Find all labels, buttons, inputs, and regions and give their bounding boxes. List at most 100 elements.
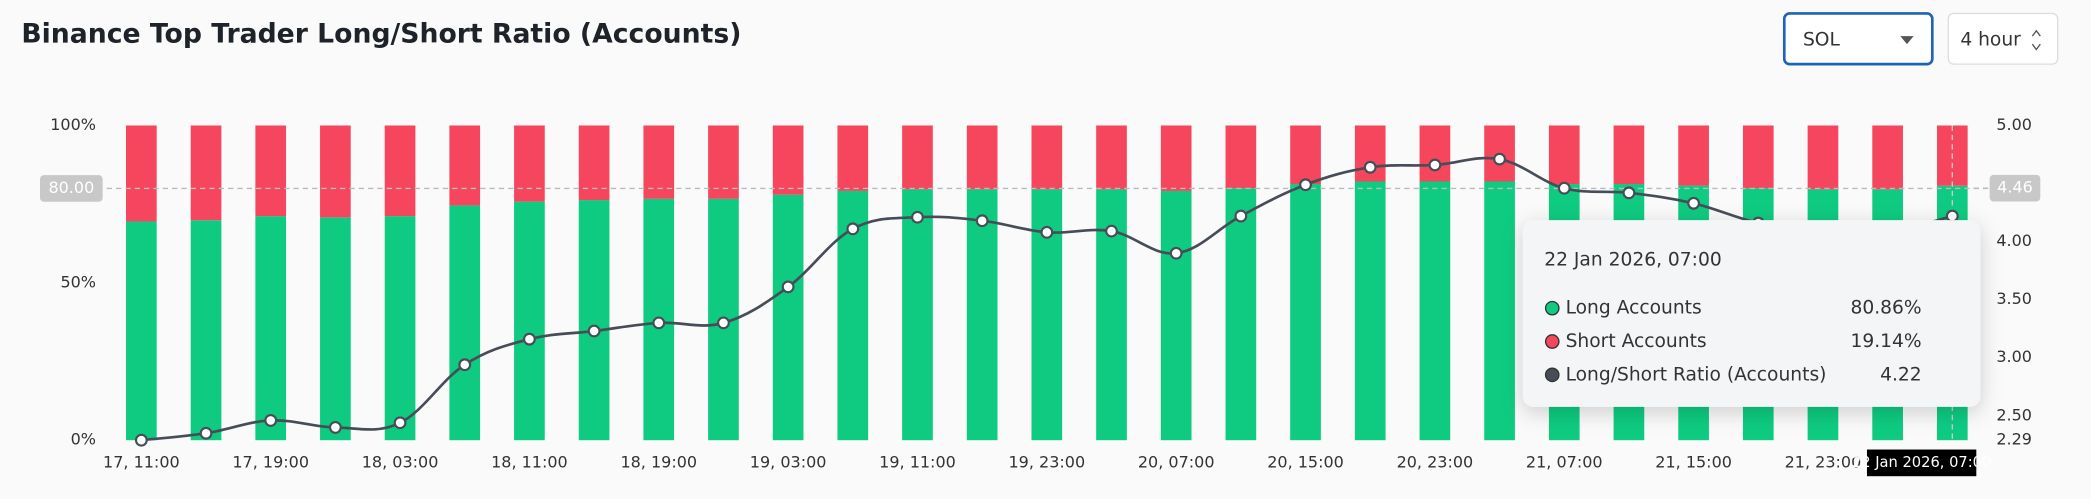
bar-short — [772, 125, 804, 195]
bar-long — [320, 217, 351, 441]
x-tick-label: 20, 07:00 — [1138, 452, 1215, 471]
bar-short — [190, 125, 222, 221]
bar-short — [1678, 125, 1709, 186]
x-tick-highlight — [1866, 449, 1977, 477]
x-tick-label: 19, 03:00 — [750, 452, 827, 471]
ratio-point — [846, 222, 860, 236]
bar-short — [1872, 125, 1903, 190]
bar-short — [708, 125, 739, 199]
y2-tick-label: 2.50 — [1996, 405, 2032, 424]
tooltip-name: Short Accounts — [1566, 331, 1707, 352]
x-tick-label: 19, 11:00 — [879, 452, 956, 471]
symbol-select-text[interactable]: SOL — [1803, 30, 1841, 51]
bar-long — [772, 194, 804, 441]
bar-long — [514, 201, 545, 441]
ratio-point — [458, 358, 472, 372]
ratio-point — [717, 316, 730, 330]
bar-short — [1548, 125, 1580, 185]
interval-caret[interactable] — [2031, 29, 2041, 51]
y2-tick-label: 3.50 — [1996, 289, 2032, 308]
x-tick-label: 18, 19:00 — [620, 452, 697, 471]
y-tick-label: 0% — [71, 430, 96, 449]
ratio-point — [1234, 209, 1248, 223]
bar-long — [190, 220, 222, 441]
x-tick-label: 18, 03:00 — [362, 452, 439, 471]
interval-select-text[interactable]: 4 hour — [1960, 30, 2021, 51]
ratio-point — [1493, 152, 1506, 166]
ratio-point — [1363, 160, 1377, 174]
y2-tick-label: 3.00 — [1996, 347, 2032, 366]
bar-long — [1484, 181, 1515, 441]
ratio-point — [264, 414, 278, 427]
tooltip-dot — [1544, 300, 1560, 316]
bar-short — [643, 125, 675, 199]
ratio-point — [911, 210, 924, 224]
bar-short — [320, 125, 351, 218]
bar-long — [966, 189, 998, 441]
tooltip-dot — [1544, 334, 1560, 349]
ratio-point — [1040, 225, 1054, 239]
ratio-point — [1945, 209, 1959, 223]
bar-short — [1742, 125, 1774, 189]
chart-title: Binance Top Trader Long/Short Ratio (Acc… — [21, 18, 741, 49]
plot: 0% 50% 100% 2.29 2.50 3.00 3.50 4.00 5.00 80.00 4.… — [40, 115, 2041, 477]
ratio-point — [1169, 246, 1183, 260]
ratio-point — [1687, 196, 1701, 210]
bar-long — [384, 216, 416, 441]
bar-short — [126, 125, 157, 222]
ratio-point — [781, 280, 795, 294]
tooltip — [1522, 220, 1981, 407]
x-tick-label: 20, 23:00 — [1397, 452, 1474, 471]
ratio-point — [134, 433, 148, 447]
bar-long — [1419, 181, 1451, 441]
bar-short — [1096, 125, 1127, 190]
bar-short — [449, 125, 481, 206]
bar-short — [966, 125, 998, 190]
x-tick-label: 17, 19:00 — [232, 452, 309, 471]
tooltip-dot — [1544, 367, 1560, 383]
x-tick-label: 21, 23:00 — [1785, 452, 1862, 471]
select-caret[interactable] — [1900, 36, 1914, 45]
bar-long — [578, 200, 610, 441]
interval-select[interactable] — [1947, 12, 2059, 65]
bar-short — [1613, 125, 1645, 185]
ratio-point — [652, 316, 666, 330]
crosshair-label-box — [40, 175, 103, 202]
ratio-point — [1299, 178, 1312, 192]
tooltip-value: 80.86% — [1850, 298, 1921, 319]
bar-short — [255, 125, 287, 217]
ratio-point — [393, 416, 407, 430]
x-tick-label: 21, 15:00 — [1655, 452, 1732, 471]
ratio-point — [1428, 158, 1442, 172]
x-tick-label: 19, 23:00 — [1009, 452, 1086, 471]
crosshair-label: 4.46 — [1997, 178, 2033, 197]
x-tick-label: 20, 15:00 — [1267, 452, 1344, 471]
x-tick-label: 22 Jan 2026, 07:00 — [1852, 454, 1991, 471]
bar-short — [1290, 125, 1321, 185]
ratio-point — [975, 214, 989, 228]
crosshair-label-box — [1989, 174, 2041, 202]
ratio-point — [523, 332, 536, 346]
ratio-point — [1622, 186, 1636, 200]
symbol-select[interactable] — [1782, 12, 1934, 66]
bar-long — [255, 216, 287, 441]
ratio-point — [587, 324, 601, 338]
bar-long — [1225, 188, 1257, 441]
tooltip-name: Long/Short Ratio (Accounts) — [1566, 364, 1827, 385]
bar-long — [1354, 181, 1386, 441]
bar-short — [1807, 125, 1839, 190]
ratio-point — [328, 421, 342, 434]
bar-long — [1160, 190, 1192, 441]
x-tick-label: 17, 11:00 — [103, 452, 180, 471]
bar-short — [1031, 125, 1063, 190]
tooltip-title: 22 Jan 2026, 07:00 — [1544, 250, 1721, 271]
tooltip-value: 19.14% — [1850, 331, 1921, 352]
bar-long — [449, 205, 481, 441]
bar-long — [902, 189, 933, 441]
tooltip-name: Long Accounts — [1566, 298, 1702, 319]
bar-short — [1225, 125, 1257, 189]
y2-tick-label: 4.00 — [1996, 231, 2032, 250]
x-tick-label: 21, 07:00 — [1526, 452, 1603, 471]
